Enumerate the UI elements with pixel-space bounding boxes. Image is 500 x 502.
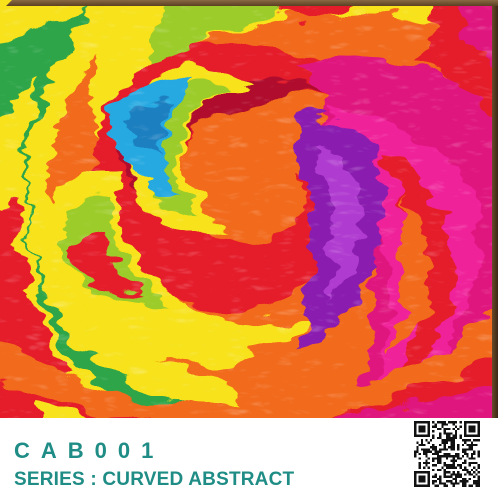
artwork-canvas (0, 0, 492, 418)
qr-code-icon[interactable] (414, 421, 480, 487)
product-code: CAB001 (14, 438, 165, 463)
artwork-image (0, 0, 492, 418)
canvas-side-edge (492, 6, 498, 418)
canvas-top-edge (6, 0, 498, 6)
series-label: SERIES : CURVED ABSTRACT (14, 469, 295, 490)
